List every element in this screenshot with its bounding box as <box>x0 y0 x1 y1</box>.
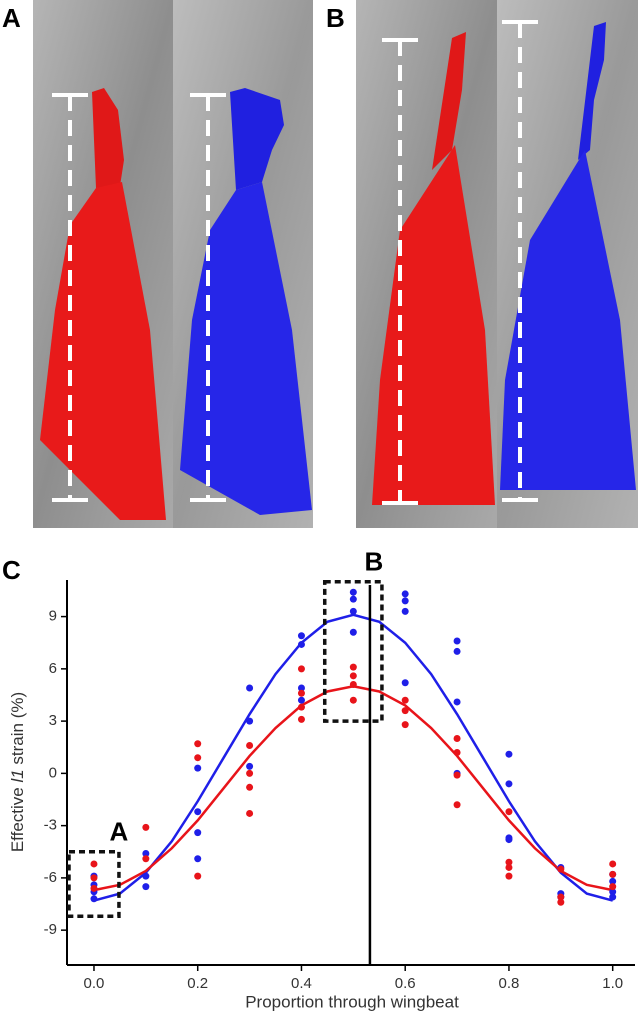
data-point <box>557 898 565 906</box>
data-point <box>297 632 305 640</box>
data-point <box>297 715 305 723</box>
data-point <box>142 855 150 863</box>
data-point <box>142 823 150 831</box>
x-axis-label: Proportion through wingbeat <box>245 992 459 1011</box>
data-point <box>246 762 254 770</box>
highlight-box <box>322 579 384 723</box>
data-point <box>246 684 254 692</box>
data-point <box>505 750 513 758</box>
data-point <box>609 860 617 868</box>
data-point <box>401 590 409 598</box>
data-point <box>194 740 202 748</box>
data-point <box>194 754 202 762</box>
data-point <box>453 647 461 655</box>
y-axis-label-part: Effective <box>8 783 27 853</box>
data-point <box>401 679 409 687</box>
data-point <box>401 597 409 605</box>
data-point <box>401 696 409 704</box>
y-tick-label: -9 <box>44 921 57 938</box>
data-point <box>90 895 98 903</box>
data-point <box>505 858 513 866</box>
data-point <box>609 888 617 896</box>
y-tick-label: 9 <box>49 608 57 625</box>
data-point <box>297 703 305 711</box>
data-point <box>194 855 202 863</box>
data-point <box>90 874 98 882</box>
data-point <box>142 883 150 891</box>
data-point <box>453 801 461 809</box>
data-point <box>349 628 357 636</box>
data-point <box>90 884 98 892</box>
data-point <box>453 735 461 743</box>
data-point <box>453 771 461 779</box>
data-point <box>453 637 461 645</box>
data-point <box>505 836 513 844</box>
data-point <box>609 870 617 878</box>
y-tick-label: 3 <box>49 712 57 729</box>
panel-label: A <box>2 3 21 33</box>
data-point <box>194 764 202 772</box>
data-point <box>609 893 617 901</box>
x-tick-label: 0.6 <box>395 975 416 992</box>
data-point <box>246 783 254 791</box>
data-point <box>349 588 357 596</box>
data-point <box>297 640 305 648</box>
data-point <box>349 681 357 689</box>
panel-label: B <box>326 3 345 33</box>
y-tick-label: -3 <box>44 817 57 834</box>
x-tick-label: 1.0 <box>602 975 623 992</box>
y-axis-label: Effective l1 strain (%) <box>8 692 27 852</box>
data-point <box>194 808 202 816</box>
data-point <box>90 860 98 868</box>
data-point <box>246 717 254 725</box>
image-panel-a <box>33 0 313 528</box>
panel-label: C <box>2 555 21 585</box>
data-point <box>349 595 357 603</box>
data-point <box>609 877 617 885</box>
data-point <box>401 607 409 615</box>
data-point <box>609 883 617 891</box>
y-tick-label: 6 <box>49 660 57 677</box>
box-label: A <box>110 817 129 847</box>
box-label: B <box>365 547 384 577</box>
data-point <box>453 698 461 706</box>
data-point <box>557 893 565 901</box>
data-point <box>505 872 513 880</box>
data-point <box>401 707 409 715</box>
data-point <box>349 672 357 680</box>
y-tick-label: -6 <box>44 869 57 886</box>
data-point <box>349 696 357 704</box>
data-point <box>246 809 254 817</box>
data-point <box>349 607 357 615</box>
data-point <box>297 689 305 697</box>
x-tick-label: 0.4 <box>291 975 312 992</box>
y-tick-label: 0 <box>49 764 57 781</box>
data-point <box>194 872 202 880</box>
data-point <box>505 808 513 816</box>
data-point <box>505 863 513 871</box>
y-axis-label-part: l1 <box>8 769 27 782</box>
data-point <box>297 665 305 673</box>
x-tick-label: 0.0 <box>84 975 105 992</box>
data-point <box>142 872 150 880</box>
fit-line <box>93 613 614 902</box>
data-point <box>297 684 305 692</box>
image-panel-b <box>356 0 638 528</box>
data-point <box>557 865 565 873</box>
highlight-box <box>67 850 121 918</box>
y-axis-label-part: strain (%) <box>8 692 27 769</box>
data-point <box>505 780 513 788</box>
x-tick-label: 0.2 <box>187 975 208 992</box>
x-tick-label: 0.8 <box>499 975 520 992</box>
data-point <box>194 829 202 837</box>
data-point <box>453 748 461 756</box>
data-point <box>246 769 254 777</box>
data-point <box>142 850 150 858</box>
fit-line <box>93 684 613 892</box>
data-point <box>246 741 254 749</box>
data-point <box>297 696 305 704</box>
data-point <box>401 721 409 729</box>
data-point <box>349 663 357 671</box>
